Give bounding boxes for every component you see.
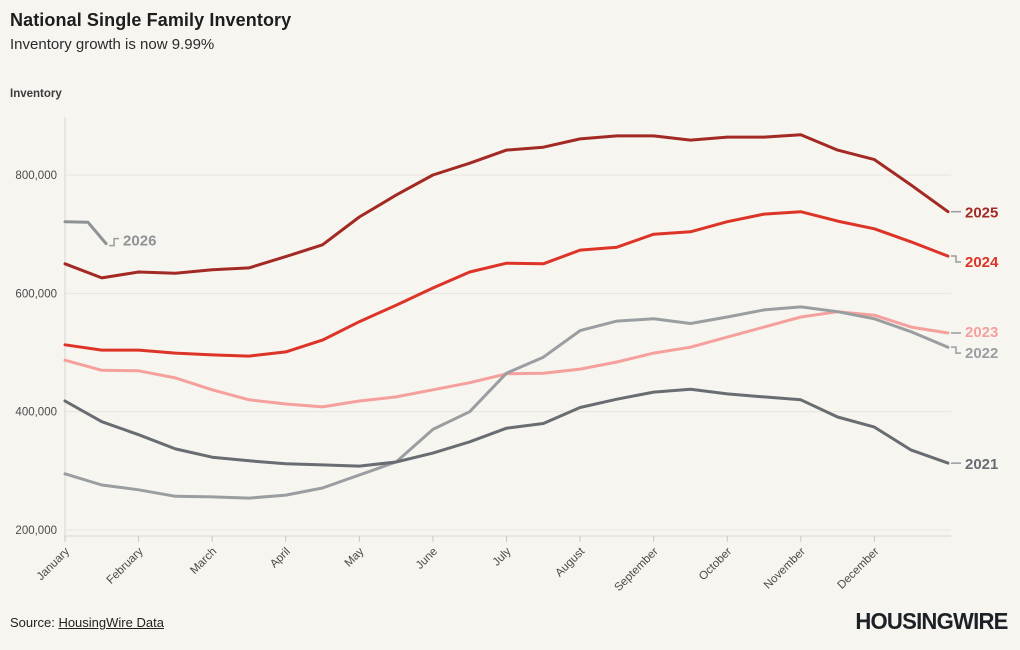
year-label-2021: 2021 xyxy=(965,456,998,473)
source-link[interactable]: HousingWire Data xyxy=(58,615,164,630)
x-tick-label: October xyxy=(697,546,735,584)
x-tick-label: August xyxy=(553,545,587,579)
x-tick-label: November xyxy=(762,546,808,592)
chart-title: National Single Family Inventory xyxy=(10,10,292,30)
housingwire-logo: HOUSINGWIRE xyxy=(855,608,1009,634)
series-line-2021 xyxy=(63,387,950,468)
x-tick-label: May xyxy=(343,545,367,569)
y-axis-title: Inventory xyxy=(10,88,62,100)
year-label-2024: 2024 xyxy=(965,254,999,271)
x-tick-label: March xyxy=(188,546,219,577)
year-label-2023: 2023 xyxy=(965,324,998,341)
y-tick-label: 800,000 xyxy=(15,170,57,182)
chart-header: National Single Family Inventory Invento… xyxy=(10,10,291,53)
label-connector xyxy=(951,255,961,263)
series-line-2025 xyxy=(63,133,950,280)
year-label-2025: 2025 xyxy=(965,205,998,222)
source-prefix: Source: xyxy=(10,615,55,630)
y-tick-label: 400,000 xyxy=(15,407,57,419)
series-line-2024 xyxy=(63,210,950,358)
y-tick-label: 200,000 xyxy=(15,525,57,537)
x-tick-label: September xyxy=(613,546,661,594)
x-tick-label: January xyxy=(35,545,73,583)
year-label-2026: 2026 xyxy=(123,233,156,250)
series-line-2023 xyxy=(63,310,950,409)
x-tick-label: February xyxy=(105,545,146,586)
series-line-2026 xyxy=(63,220,108,246)
source-note: Source: HousingWire Data xyxy=(10,615,164,630)
year-label-2022: 2022 xyxy=(965,345,998,362)
series-line-2022 xyxy=(63,305,950,500)
y-tick-label: 600,000 xyxy=(15,288,57,300)
x-tick-label: April xyxy=(268,546,293,571)
chart-subtitle: Inventory growth is now 9.99% xyxy=(10,36,215,53)
label-connector xyxy=(109,237,120,247)
x-tick-label: December xyxy=(836,546,882,592)
x-tick-label: July xyxy=(491,545,514,568)
label-connector xyxy=(951,346,961,354)
x-tick-label: June xyxy=(414,546,440,572)
